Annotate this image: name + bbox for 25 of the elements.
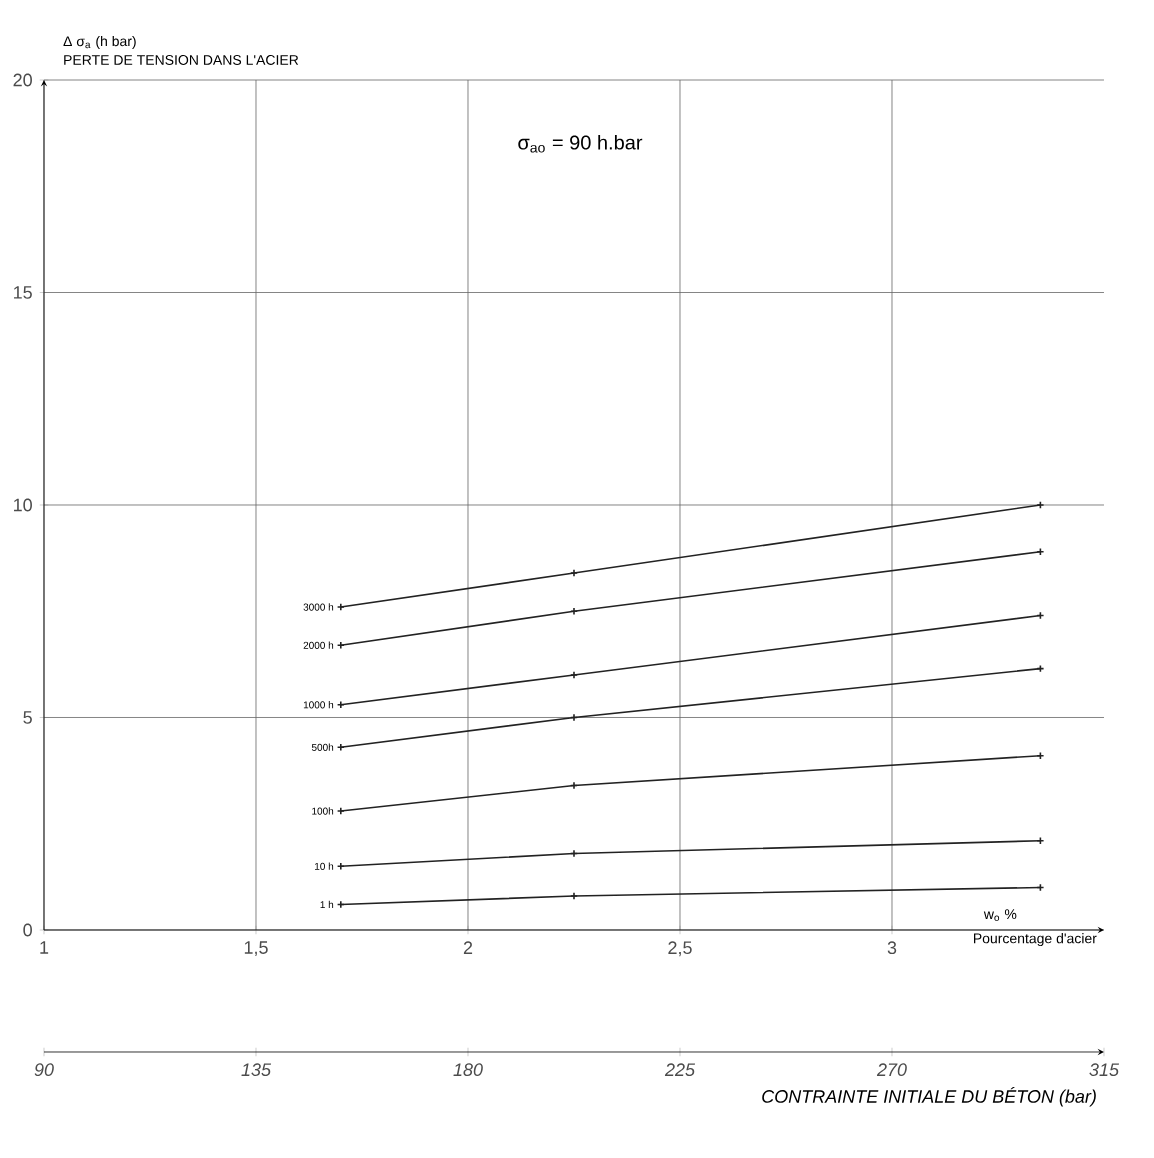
point — [569, 607, 578, 616]
x2-tick-label: 225 — [664, 1063, 696, 1077]
x-tick-label: 1 — [40, 941, 49, 954]
x2-tick-label: 270 — [876, 1063, 907, 1077]
x2-tick-label: 315 — [1089, 1063, 1120, 1077]
x2-tick-label: 90 — [34, 1063, 54, 1077]
y-tick-label: 5 — [23, 711, 32, 724]
x2-tick-label: 135 — [241, 1063, 272, 1077]
y-tick-label: 10 — [14, 498, 32, 512]
annotation: σ$_{ao}$ = 90 h.bar — [518, 134, 643, 153]
x-tick-label: 2,5 — [668, 941, 692, 957]
y-tick-label: 0 — [23, 923, 32, 937]
point — [569, 781, 578, 790]
y-tick-label: 15 — [14, 286, 32, 299]
point — [569, 670, 578, 679]
point — [569, 849, 578, 858]
point — [569, 713, 578, 722]
x-tick-label: 3 — [887, 941, 897, 955]
x2-axis-title: CONTRAINTE INITIALE DU BÉTON (bar) — [762, 1087, 1096, 1107]
x-tick-label: 1,5 — [244, 941, 268, 956]
x2-tick-label: 180 — [453, 1063, 483, 1077]
point — [569, 569, 578, 577]
point — [569, 891, 578, 900]
y-tick-label: 20 — [13, 73, 32, 87]
x-tick-label: 2 — [463, 941, 473, 954]
